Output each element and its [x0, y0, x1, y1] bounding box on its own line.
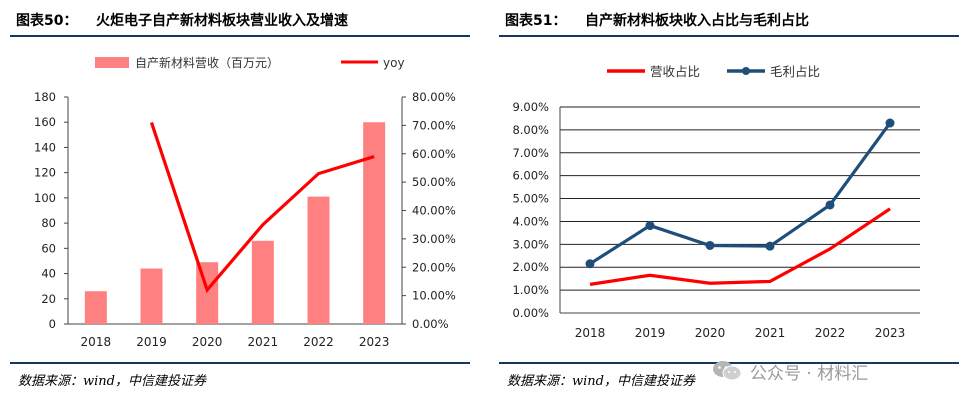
y-tick-label: 7.00%	[512, 146, 549, 160]
left-top-rule	[10, 35, 470, 37]
gross-profit-share-point	[645, 221, 655, 231]
right-y-tick-label: 10.00%	[412, 289, 456, 303]
x-tick-label: 2021	[248, 335, 279, 349]
left-y-tick-label: 20	[41, 292, 56, 306]
left-source-note: 数据来源：wind，中信建投证券	[18, 374, 206, 389]
share-ratio-chart: 营收占比 毛利占比 0.00% 1.00% 2.00% 3.00% 4.00% 5.00% 6.…	[512, 64, 920, 340]
right-y-tick-label: 80.00%	[412, 90, 456, 104]
gross-profit-share-line	[589, 122, 892, 266]
revenue-bar	[363, 122, 386, 324]
yoy-line	[149, 122, 375, 294]
right-figure-label: 图表51：	[505, 13, 567, 29]
y-tick-label: 6.00%	[512, 169, 549, 183]
revenue-bar	[251, 240, 274, 324]
left-y-tick-label: 100	[34, 191, 56, 205]
revenue-share-line	[589, 207, 891, 286]
legend-label-revenue-share: 营收占比	[650, 64, 700, 79]
x-tick-label: 2021	[755, 326, 786, 340]
right-top-rule	[499, 35, 959, 37]
x-tick-label: 2019	[635, 326, 666, 340]
x-tick-label: 2019	[136, 335, 167, 349]
x-tick-label: 2022	[303, 335, 334, 349]
legend-label-gross-profit-share: 毛利占比	[770, 64, 820, 79]
left-y-tick-label: 140	[34, 140, 56, 154]
right-figure-panel: 图表51： 自产新材料板块收入占比与毛利占比 营收占比 毛利占比 0.00% 1.00%…	[489, 0, 967, 408]
right-figure-title: 图表51： 自产新材料板块收入占比与毛利占比	[505, 10, 809, 30]
right-y-tick-label: 20.00%	[412, 260, 456, 274]
left-y-tick-label: 0	[49, 317, 56, 331]
gross-profit-share-point	[585, 259, 595, 269]
revenue-growth-chart: 自产新材料营收（百万元） yoy 0 20 40 60 80 100 120 140 160 180 0…	[34, 55, 456, 349]
left-figure-title: 图表50： 火炬电子自产新材料板块营业收入及增速	[16, 10, 348, 30]
right-y-tick-label: 40.00%	[412, 204, 456, 218]
left-figure-label: 图表50：	[16, 13, 78, 29]
right-y-tick-label: 0.00%	[412, 317, 449, 331]
right-y-tick-label: 60.00%	[412, 147, 456, 161]
x-tick-label: 2020	[695, 326, 726, 340]
left-bottom-rule	[10, 362, 470, 364]
right-source-note: 数据来源：wind，中信建投证券	[507, 374, 695, 389]
legend-label-revenue: 自产新材料营收（百万元）	[135, 55, 279, 70]
revenue-bar	[140, 268, 163, 324]
watermark-text: 公众号 · 材料汇	[750, 363, 869, 384]
gross-profit-share-point	[705, 240, 715, 250]
x-tick-label: 2018	[575, 326, 606, 340]
y-tick-label: 4.00%	[512, 214, 549, 228]
revenue-bar	[307, 196, 330, 324]
left-y-tick-label: 180	[34, 90, 56, 104]
y-tick-label: 5.00%	[512, 192, 549, 206]
x-tick-label: 2018	[81, 335, 112, 349]
left-figure-panel: 图表50： 火炬电子自产新材料板块营业收入及增速 自产新材料营收（百万元） yoy 0…	[0, 0, 478, 408]
x-tick-label: 2023	[359, 335, 390, 349]
x-tick-label: 2023	[875, 326, 906, 340]
wechat-icon	[712, 360, 742, 382]
legend-marker-gross-profit-share	[742, 67, 750, 75]
right-y-tick-label: 70.00%	[412, 118, 456, 132]
right-figure-title-text: 自产新材料板块收入占比与毛利占比	[585, 13, 809, 29]
y-tick-label: 0.00%	[512, 306, 549, 320]
gross-profit-share-point	[885, 118, 895, 128]
right-y-tick-label: 30.00%	[412, 232, 456, 246]
x-tick-label: 2020	[192, 335, 223, 349]
y-tick-label: 9.00%	[512, 100, 549, 114]
y-tick-label: 2.00%	[512, 260, 549, 274]
left-y-tick-label: 160	[34, 115, 56, 129]
y-tick-label: 1.00%	[512, 283, 549, 297]
left-y-tick-label: 60	[41, 241, 56, 255]
left-y-tick-label: 80	[41, 216, 56, 230]
right-y-tick-label: 50.00%	[412, 175, 456, 189]
legend-swatch-revenue	[95, 57, 129, 68]
y-tick-label: 3.00%	[512, 237, 549, 251]
gross-profit-share-point	[825, 200, 835, 210]
left-figure-title-text: 火炬电子自产新材料板块营业收入及增速	[96, 13, 348, 29]
gross-profit-share-point	[765, 241, 775, 251]
left-y-tick-label: 120	[34, 166, 56, 180]
y-tick-label: 8.00%	[512, 123, 549, 137]
left-y-tick-label: 40	[41, 267, 56, 281]
watermark: 公众号 · 材料汇	[712, 356, 952, 386]
x-tick-label: 2022	[815, 326, 846, 340]
legend-label-yoy: yoy	[383, 56, 405, 70]
revenue-bar	[84, 291, 107, 324]
